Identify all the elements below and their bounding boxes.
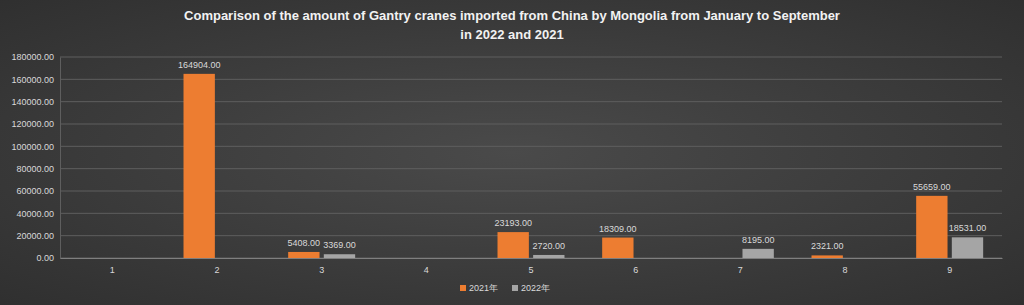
y-tick-label: 140000.00	[11, 97, 54, 107]
x-tick: 1	[110, 258, 115, 275]
y-tick-label: 40000.00	[16, 209, 54, 219]
bars	[184, 74, 984, 258]
legend-swatch	[460, 285, 466, 291]
grid	[60, 57, 1002, 258]
legend-item: 2022年	[512, 283, 550, 293]
bar	[288, 252, 319, 258]
x-axis: 1 2 3 4 5 6 7 8 9	[61, 258, 1003, 275]
bar	[184, 74, 215, 258]
data-label: 18309.00	[599, 224, 637, 234]
x-tick: 7	[738, 258, 743, 275]
y-tick-label: 20000.00	[16, 231, 54, 241]
x-axis-line	[61, 258, 1003, 259]
title: Comparison of the amount of Gantry crane…	[184, 8, 840, 42]
y-tick: 160000.00	[11, 75, 60, 85]
x-tick: 9	[947, 258, 952, 275]
data-label: 55659.00	[913, 182, 951, 192]
y-tick-label: 100000.00	[11, 142, 54, 152]
bar	[324, 254, 355, 258]
y-tick-label: 0.00	[36, 253, 54, 263]
plot: 0.00 20000.00 40000.00 60000.00 80000.00 1000…	[11, 52, 1002, 275]
bar	[812, 255, 843, 258]
y-tick: 140000.00	[11, 97, 60, 107]
series-bars	[184, 74, 948, 258]
y-tick: 120000.00	[11, 119, 60, 129]
legend-swatch	[512, 285, 518, 291]
y-tick-label: 160000.00	[11, 75, 54, 85]
y-tick-label: 120000.00	[11, 119, 54, 129]
x-tick-label: 7	[738, 265, 743, 275]
x-tick: 4	[424, 258, 429, 275]
y-tick: 20000.00	[16, 231, 60, 241]
x-tick-label: 5	[528, 265, 533, 275]
chart: Comparison of the amount of Gantry crane…	[0, 0, 1024, 305]
y-axis: 0.00 20000.00 40000.00 60000.00 80000.00 1000…	[11, 52, 60, 263]
x-tick-label: 4	[424, 265, 429, 275]
bar	[952, 237, 983, 258]
y-tick-label: 60000.00	[16, 186, 54, 196]
x-tick: 3	[319, 258, 324, 275]
legend-item: 2021年	[460, 283, 498, 293]
x-tick-label: 1	[110, 265, 115, 275]
data-label: 2720.00	[533, 241, 566, 251]
x-tick-label: 8	[842, 265, 847, 275]
y-tick: 80000.00	[16, 164, 60, 174]
x-tick: 6	[633, 258, 638, 275]
x-tick-label: 2	[214, 265, 219, 275]
legend-label: 2022年	[521, 283, 550, 293]
bar	[498, 232, 529, 258]
x-tick: 8	[842, 258, 847, 275]
y-tick: 180000.00	[11, 52, 60, 62]
y-tick-label: 180000.00	[11, 52, 54, 62]
y-tick: 100000.00	[11, 142, 60, 152]
data-label: 8195.00	[742, 235, 775, 245]
bar	[533, 255, 564, 258]
data-label: 164904.00	[178, 60, 221, 70]
background	[0, 0, 1024, 305]
data-label: 18531.00	[949, 223, 987, 233]
series-bars	[324, 237, 983, 258]
data-label: 3369.00	[323, 240, 356, 250]
data-label: 2321.00	[811, 241, 844, 251]
x-tick: 5	[528, 258, 533, 275]
bar	[916, 196, 947, 258]
data-labels: 164904.00 5408.00 23193.00 18309.00 2321.00 5…	[178, 60, 986, 252]
data-label: 5408.00	[288, 238, 321, 248]
legend-label: 2021年	[469, 283, 498, 293]
x-tick-label: 6	[633, 265, 638, 275]
y-tick-label: 80000.00	[16, 164, 54, 174]
y-tick: 0.00	[36, 253, 60, 263]
bar	[742, 249, 773, 258]
y-tick: 60000.00	[16, 186, 60, 196]
legend: 2021年 2022年	[460, 283, 550, 293]
x-tick-label: 9	[947, 265, 952, 275]
grid-line	[60, 57, 1002, 58]
x-tick-label: 3	[319, 265, 324, 275]
y-tick: 40000.00	[16, 209, 60, 219]
data-label: 23193.00	[494, 218, 532, 228]
bar	[602, 238, 633, 258]
x-tick: 2	[214, 258, 219, 275]
y-axis-line	[60, 58, 61, 259]
